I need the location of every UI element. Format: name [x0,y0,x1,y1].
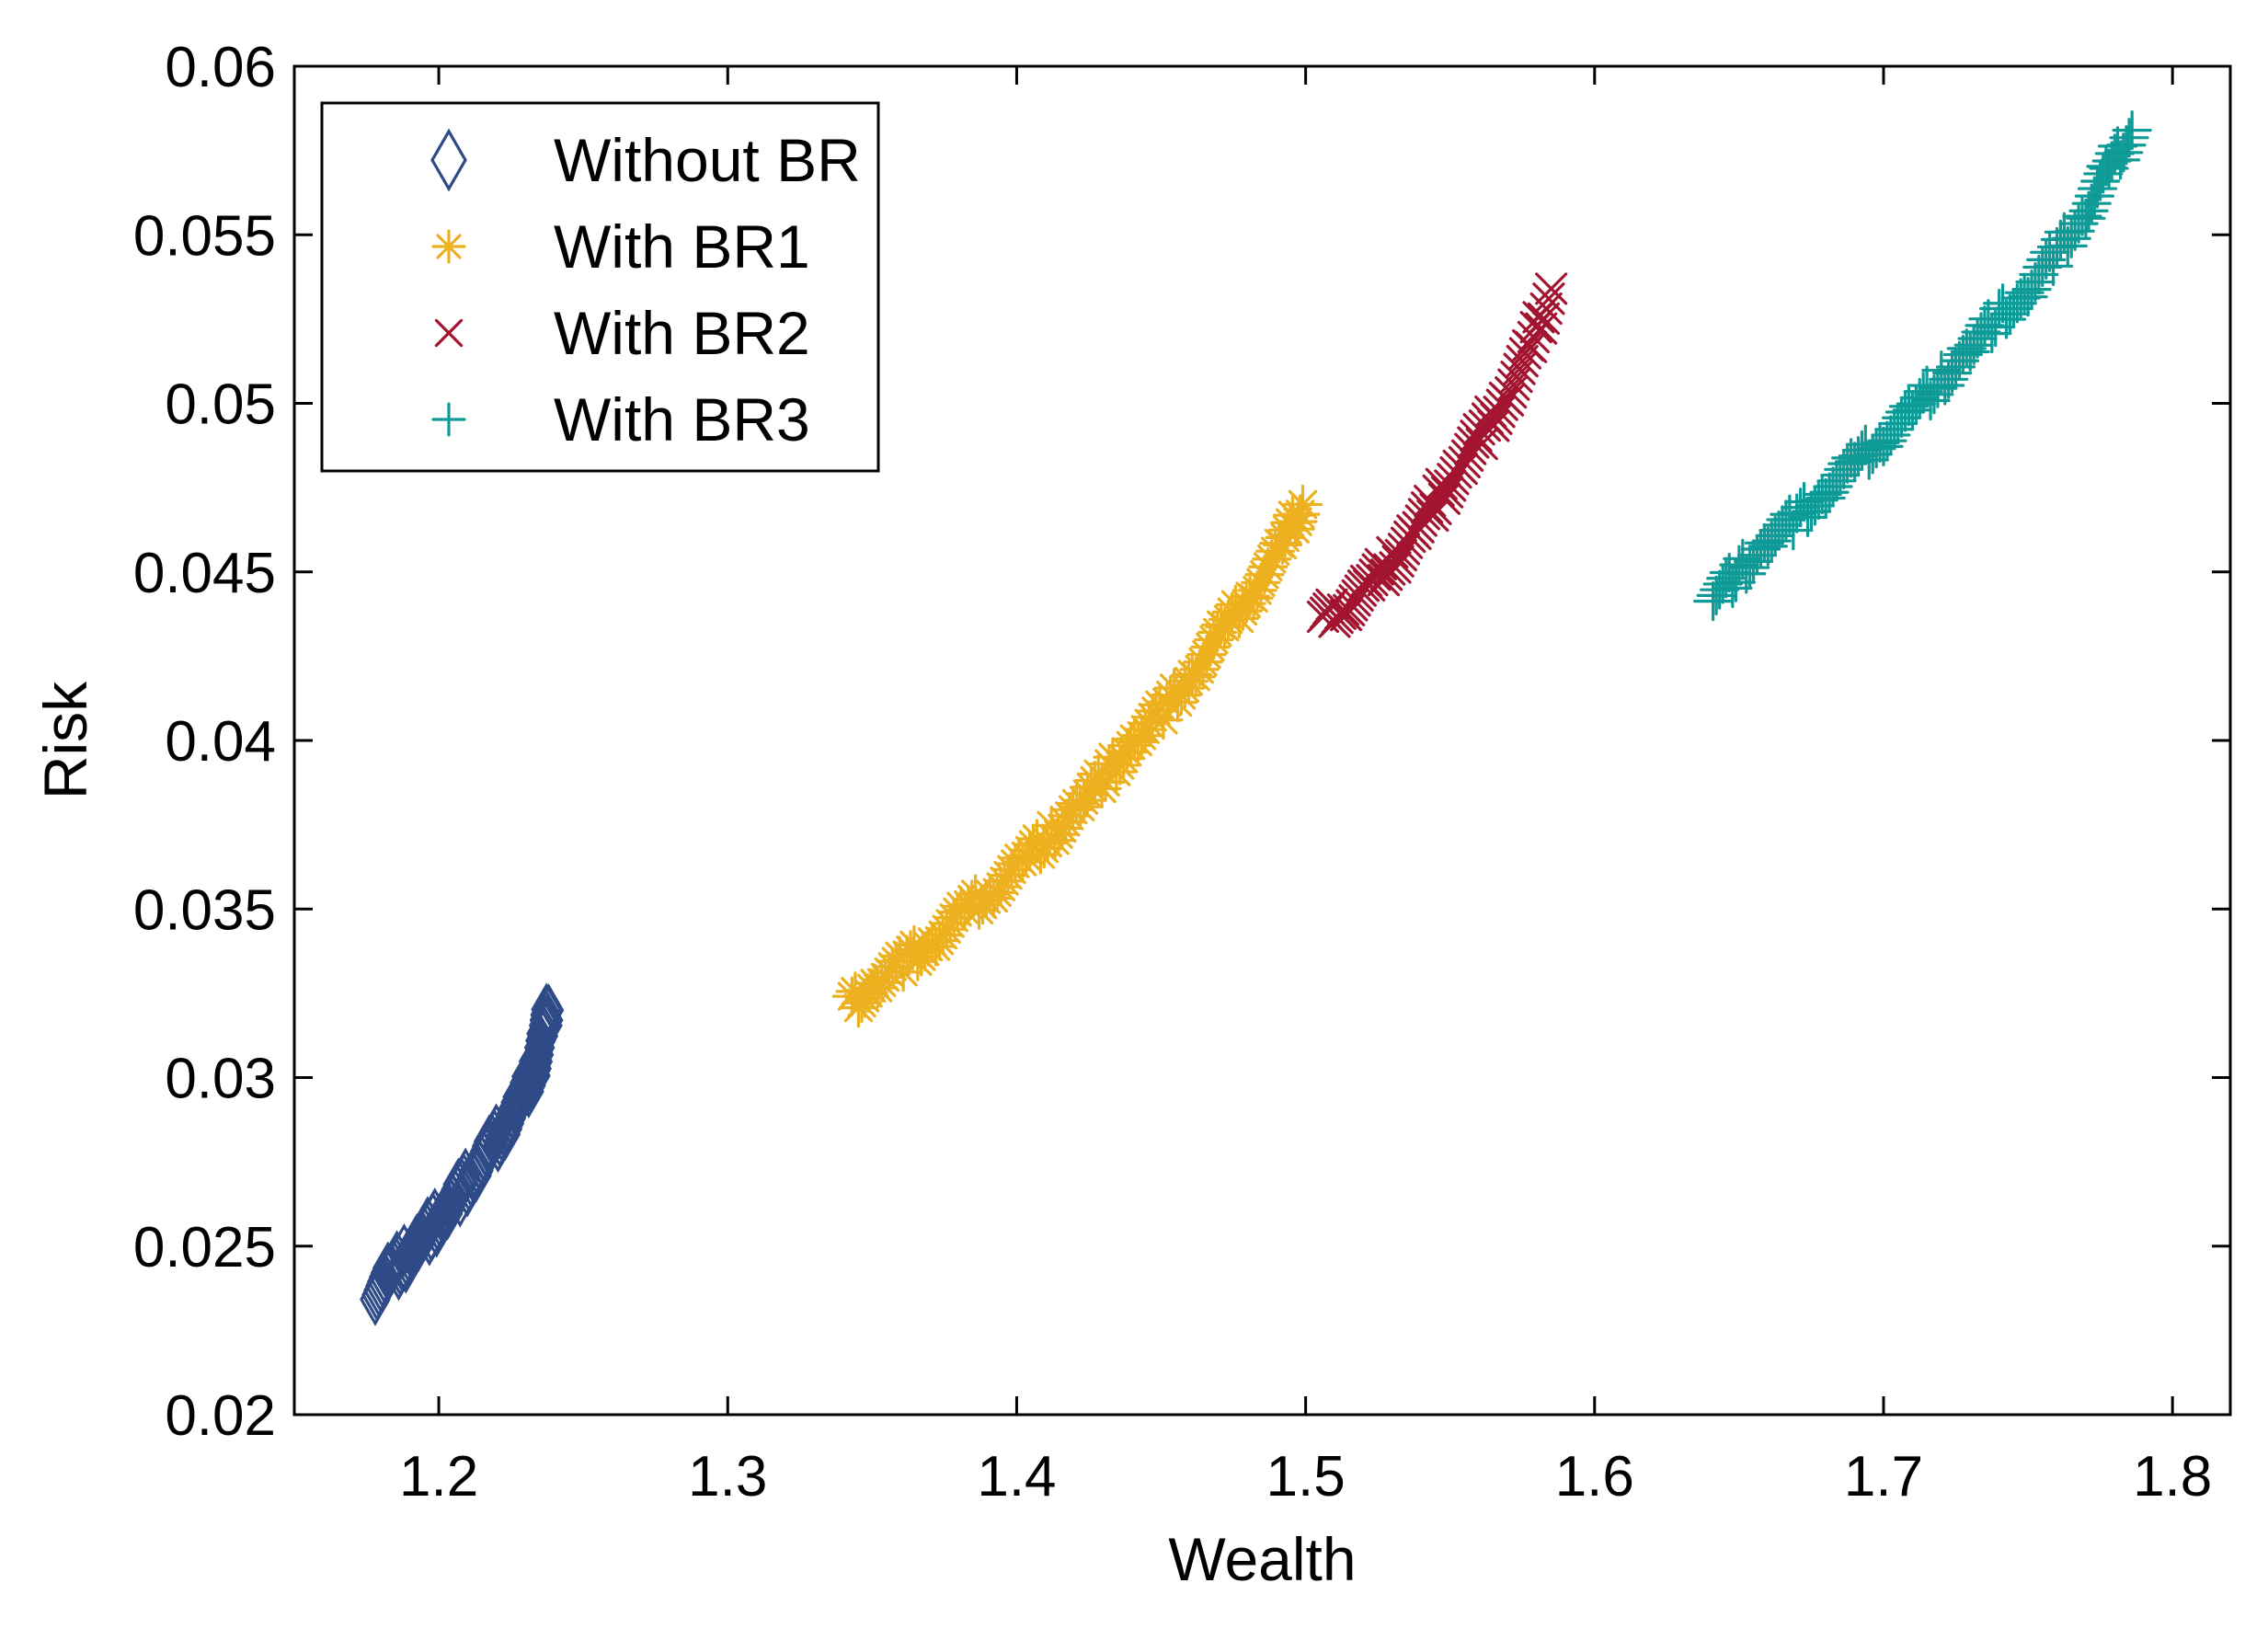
data-point [1284,486,1321,522]
x-tick-label: 1.3 [688,1445,767,1509]
y-tick-label: 0.045 [133,542,276,605]
legend-label: With BR2 [554,299,810,367]
x-tick-label: 1.6 [1555,1445,1634,1509]
x-tick-label: 1.5 [1266,1445,1346,1509]
legend-label: Without BR [554,126,861,194]
x-tick-label: 1.7 [1844,1445,1923,1509]
y-tick-label: 0.025 [133,1216,276,1279]
legend-label: With BR3 [554,385,810,453]
y-tick-label: 0.035 [133,878,276,942]
y-tick-label: 0.06 [165,36,276,99]
x-tick-label: 1.4 [977,1445,1056,1509]
y-axis-title: Risk [31,681,99,799]
legend-marker [433,231,464,262]
data-point [1083,770,1120,807]
y-tick-label: 0.05 [165,373,276,437]
y-tick-label: 0.055 [133,204,276,268]
legend-label: With BR1 [554,212,810,281]
legend: Without BR With BR1 With BR2 With BR3 [322,103,878,471]
y-tick-label: 0.04 [165,710,276,774]
x-tick-label: 1.2 [399,1445,478,1509]
x-axis-title: Wealth [1168,1525,1356,1593]
y-tick-label: 0.02 [165,1384,276,1448]
scatter-chart: 1.2 1.3 1.4 1.5 1.6 1.7 1.8 0.02 0.025 0.03 0.035 0… [0,0,2268,1629]
y-tick-label: 0.03 [165,1048,276,1111]
data-point [1277,510,1313,547]
x-tick-label: 1.8 [2133,1445,2212,1509]
